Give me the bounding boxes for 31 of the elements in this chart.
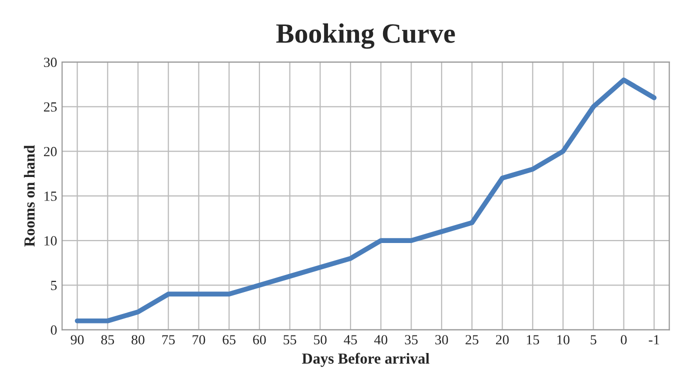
y-axis-title: Rooms on hand xyxy=(24,145,35,247)
x-tick-label: 40 xyxy=(374,335,388,344)
x-axis-title: Days Before arrival xyxy=(302,352,430,367)
x-tick-label: 50 xyxy=(314,335,327,344)
y-tick-label: 25 xyxy=(44,102,57,112)
chart-title: Booking Curve xyxy=(276,23,455,49)
x-tick-label: 10 xyxy=(557,335,570,344)
x-tick-label: 30 xyxy=(435,335,448,344)
x-tick-label: 0 xyxy=(620,335,627,344)
y-tick-label: 5 xyxy=(51,280,57,290)
x-tick-label: 60 xyxy=(253,335,266,344)
y-tick-label: 0 xyxy=(50,325,57,335)
x-tick-label: -1 xyxy=(648,335,660,344)
x-tick-label: 15 xyxy=(526,335,540,344)
x-tick-label: 20 xyxy=(496,335,509,344)
x-tick-label: 35 xyxy=(404,335,418,344)
x-tick-label: 75 xyxy=(162,335,175,344)
x-tick-label: 45 xyxy=(344,335,357,344)
x-tick-label: 85 xyxy=(101,335,114,344)
y-tick-label: 10 xyxy=(44,236,57,246)
x-tick-label: 70 xyxy=(192,335,206,344)
x-tick-label: 90 xyxy=(70,335,84,344)
x-tick-label: 65 xyxy=(222,335,236,344)
x-tick-label: 5 xyxy=(590,335,596,344)
y-tick-label: 30 xyxy=(44,58,57,68)
y-tick-label: 20 xyxy=(44,146,57,156)
y-tick-label: 15 xyxy=(44,192,57,201)
line-series xyxy=(74,78,657,324)
x-tick-label: 25 xyxy=(466,335,478,344)
x-tick-label: 55 xyxy=(284,335,296,344)
x-tick-label: 80 xyxy=(132,335,144,344)
